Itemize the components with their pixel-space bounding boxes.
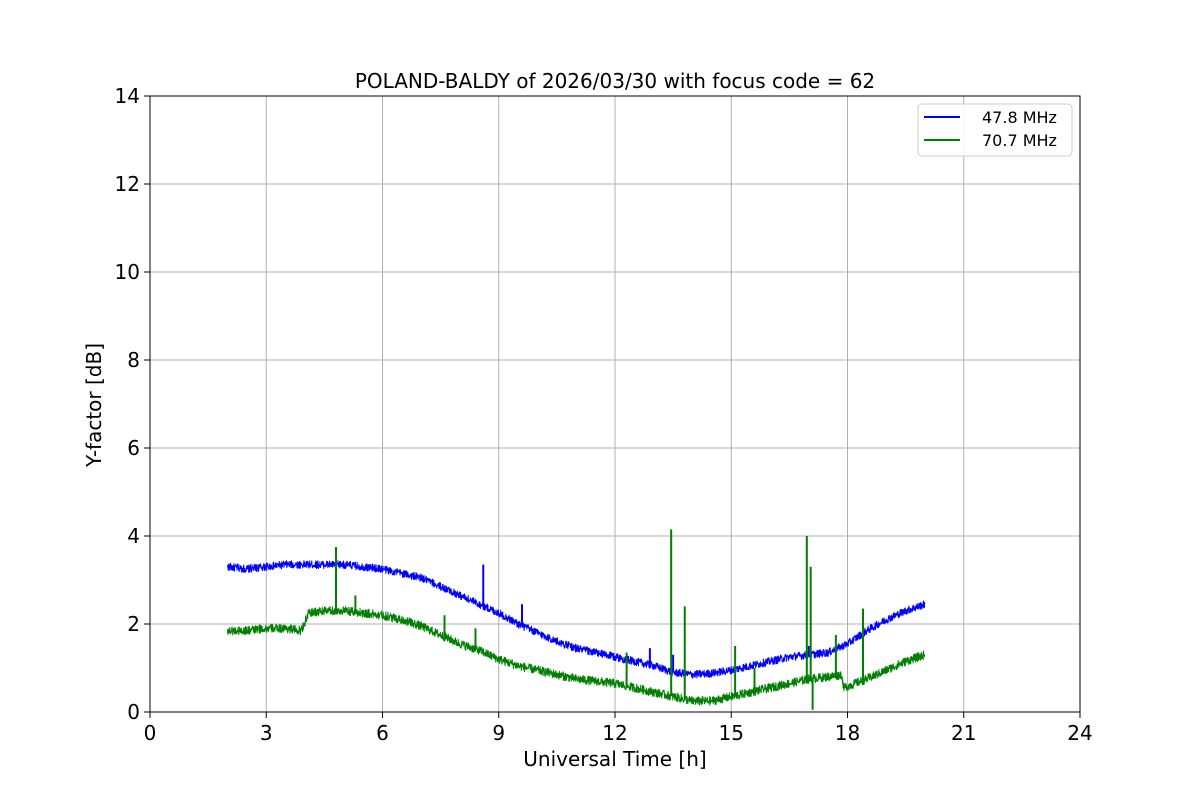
y-tick-label: 8 — [127, 348, 140, 372]
legend: 47.8 MHz 70.7 MHz — [917, 103, 1073, 157]
y-tick-label: 2 — [127, 612, 140, 636]
x-tick-label: 18 — [835, 721, 860, 745]
series-layer — [227, 529, 926, 710]
x-tick-label: 12 — [602, 721, 627, 745]
x-tick-label: 15 — [719, 721, 744, 745]
x-tick-label: 9 — [492, 721, 505, 745]
x-tick-label: 21 — [951, 721, 976, 745]
x-axis-label: Universal Time [h] — [523, 747, 706, 771]
y-tick-label: 10 — [115, 260, 140, 284]
x-tick-label: 0 — [144, 721, 157, 745]
series-line-47-8-mhz — [227, 560, 926, 679]
y-tick-label: 4 — [127, 524, 140, 548]
series-line-70-7-mhz — [227, 605, 926, 706]
y-tick-label: 0 — [127, 700, 140, 724]
x-tick-label: 24 — [1067, 721, 1092, 745]
y-tick-label: 6 — [127, 436, 140, 460]
legend-label-47-8-mhz: 47.8 MHz — [982, 108, 1057, 127]
y-tick-label: 12 — [115, 172, 140, 196]
chart-title: POLAND-BALDY of 2026/03/30 with focus co… — [355, 69, 875, 93]
x-tick-label: 6 — [376, 721, 389, 745]
legend-label-70-7-mhz: 70.7 MHz — [982, 131, 1057, 150]
x-tick-label: 3 — [260, 721, 273, 745]
y-tick-label: 14 — [115, 84, 140, 108]
y-axis-label: Y-factor [dB] — [82, 343, 106, 468]
